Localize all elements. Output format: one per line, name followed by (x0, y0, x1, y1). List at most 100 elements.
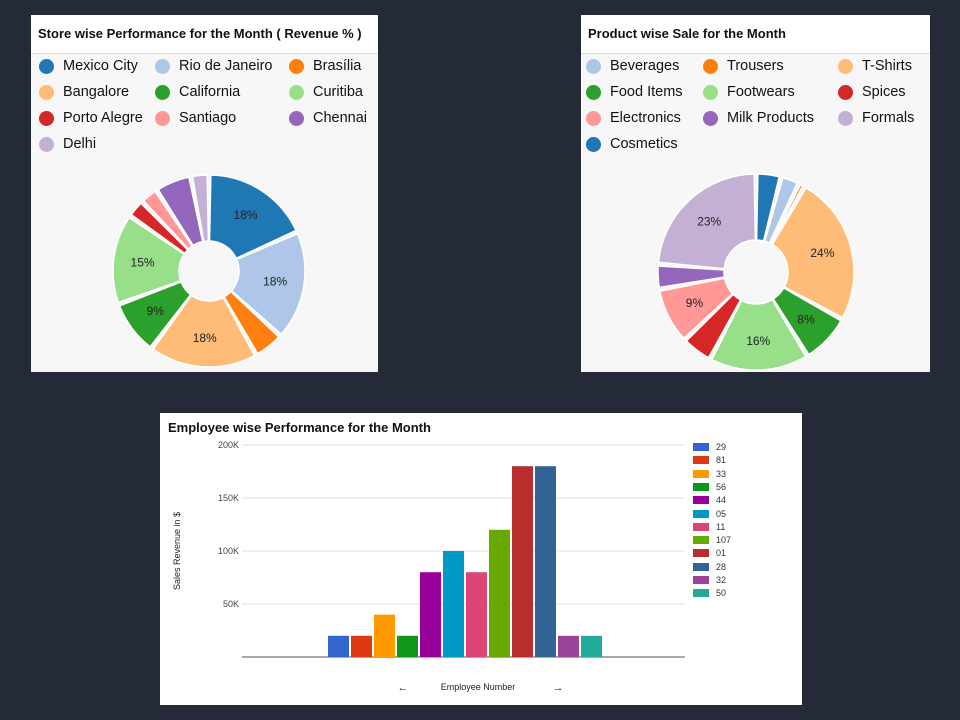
store-slice-curitiba (112, 216, 186, 304)
legend-swatch (39, 58, 54, 74)
product-legend-footwears: Footwears (703, 84, 795, 100)
bar-employee-32 (558, 635, 579, 657)
prev-page-arrow-icon[interactable]: ← (398, 682, 409, 694)
legend-swatch (586, 84, 601, 100)
store-legend-chennai: Chennai (289, 110, 367, 126)
bar-legend-item-11: 11 (693, 522, 725, 532)
product-slice-beverages (763, 176, 799, 244)
legend-label: 01 (716, 548, 727, 559)
legend-label: 33 (716, 468, 727, 479)
legend-swatch (289, 58, 304, 74)
bar-legend-item-81: 81 (693, 455, 726, 465)
product-slice-t-shirts (771, 186, 855, 319)
legend-swatch (586, 58, 601, 74)
bar-legend-item-29: 29 (693, 442, 726, 452)
legend-swatch (838, 110, 853, 126)
store-slice-label-california: 9% (147, 304, 165, 318)
legend-swatch (586, 136, 601, 152)
bar-legend-item-32: 32 (693, 575, 726, 585)
store-legend-santiago: Santiago (155, 110, 236, 126)
product-slice-label-formals: 23% (697, 214, 721, 228)
legend-swatch (693, 482, 709, 491)
store-legend-rio-de-janeiro: Rio de Janeiro (155, 58, 273, 74)
product-slice-label-electronics: 9% (686, 296, 704, 310)
legend-swatch (703, 58, 718, 74)
product-slice-formals (657, 173, 757, 270)
legend-label: Cosmetics (610, 136, 678, 152)
store-slice-rio-de-janeiro (230, 232, 306, 336)
bar-legend-item-33: 33 (693, 469, 726, 479)
legend-label: Porto Alegre (63, 110, 143, 126)
next-page-arrow-icon[interactable]: → (553, 682, 564, 694)
legend-label: Chennai (313, 110, 368, 126)
store-slice-delhi (191, 174, 210, 243)
legend-swatch (693, 536, 709, 545)
product-pie-chart: 24% 8% 16% 9% 23% (657, 173, 855, 371)
legend-swatch (586, 110, 601, 126)
y-tick-label: 200K (218, 440, 239, 450)
legend-label: Milk Products (727, 110, 815, 126)
legend-swatch (155, 84, 170, 100)
legend-label: Beverages (610, 58, 680, 74)
legend-label: T-Shirts (862, 58, 912, 74)
product-slice-label-footwears: 16% (746, 334, 770, 348)
legend-label: Bangalore (63, 84, 130, 100)
employee-chart-title: Employee wise Performance for the Month (168, 420, 431, 435)
bar-employee-29 (328, 635, 349, 657)
store-slice-mexico-city (208, 174, 298, 260)
product-slice-food-items (772, 286, 843, 356)
product-slice-label-food-items: 8% (797, 313, 815, 327)
legend-swatch (693, 562, 709, 571)
legend-label: Rio de Janeiro (179, 58, 273, 74)
legend-label: 107 (716, 535, 732, 546)
product-legend-milk-products: Milk Products (703, 110, 814, 126)
store-slice-bangalore (152, 294, 256, 368)
product-chart-title: Product wise Sale for the Month (581, 15, 930, 54)
legend-swatch (693, 456, 709, 465)
bar-legend-item-56: 56 (693, 482, 726, 492)
legend-label: 56 (716, 481, 727, 492)
product-legend-electronics: Electronics (586, 110, 681, 126)
product-slice-footwears (710, 298, 807, 371)
legend-label: Delhi (63, 136, 97, 152)
product-slice-spices (685, 293, 742, 359)
legend-swatch (838, 84, 853, 100)
bar-employee-44 (420, 572, 441, 657)
store-legend-bangalore: Bangalore (39, 84, 129, 100)
legend-label: Curitiba (313, 84, 363, 100)
store-legend-mexico-city: Mexico City (39, 58, 138, 74)
legend-swatch (693, 589, 709, 598)
store-slice-porto-alegre (130, 202, 189, 255)
product-legend-cosmetics: Cosmetics (586, 136, 678, 152)
legend-swatch (838, 58, 853, 74)
legend-swatch (693, 549, 709, 558)
store-slice-label-mexico-city: 18% (234, 208, 258, 222)
bar-legend-item-01: 01 (693, 548, 726, 558)
y-tick-label: 100K (218, 546, 239, 556)
bar-employee-05 (443, 551, 464, 657)
y-axis-label: Sales Revenue in $ (172, 512, 182, 590)
legend-label: Brasília (313, 58, 362, 74)
store-performance-panel: Store wise Performance for the Month ( R… (31, 15, 378, 372)
store-slice-label-curitiba: 15% (131, 255, 155, 269)
legend-label: Food Items (610, 84, 683, 100)
bar-legend-item-05: 05 (693, 509, 726, 519)
bar-employee-81 (351, 635, 372, 657)
product-slice-cosmetics (755, 173, 781, 242)
legend-swatch (693, 576, 709, 584)
legend-swatch (693, 509, 709, 518)
bar-legend-item-44: 44 (693, 495, 726, 505)
legend-label: Footwears (727, 84, 795, 100)
legend-label: Formals (862, 110, 915, 126)
x-axis-label: Employee Number (441, 682, 516, 692)
store-legend-california: California (155, 84, 240, 100)
legend-swatch (39, 136, 54, 152)
legend-swatch (155, 110, 170, 126)
bar-legend-item-50: 50 (693, 588, 726, 598)
legend-label: 05 (716, 508, 727, 519)
bar-employee-50 (581, 635, 602, 657)
legend-label: Electronics (610, 110, 681, 126)
legend-label: 11 (716, 521, 726, 532)
legend-swatch (693, 443, 709, 451)
bar-legend-item-107: 107 (693, 535, 731, 545)
